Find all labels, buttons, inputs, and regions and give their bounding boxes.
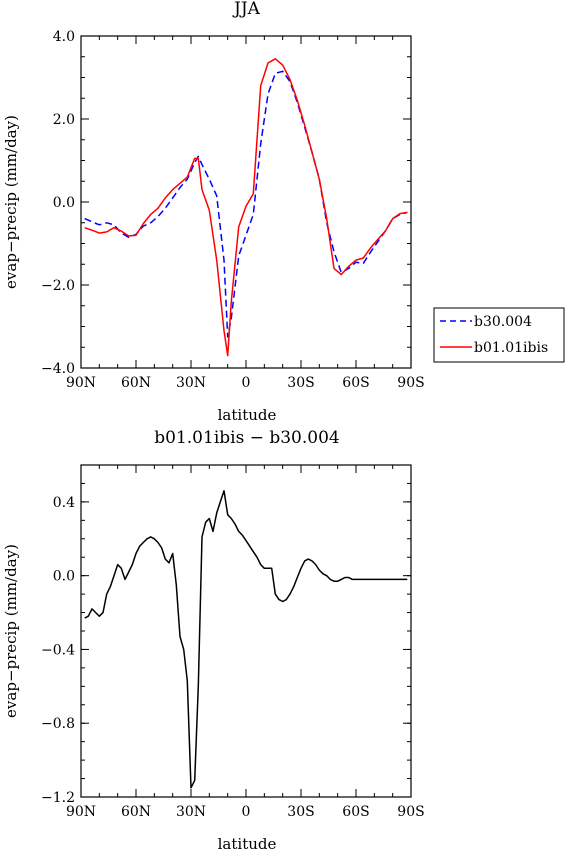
bottom-chart: b01.01ibis − b30.004 90N 60N 30N 0 30S 60S 90S… <box>2 428 425 851</box>
legend-label-ibis: b01.01ibis <box>474 340 548 356</box>
bottom-x-axis-label: latitude <box>218 835 277 851</box>
top-axis-ticks: 90N 60N 30N 0 30S 60S 90S 4.0 2.0 0.0 −2.0 −4.0 <box>41 29 425 391</box>
series-line-difference <box>84 490 408 789</box>
legend-label-b30: b30.004 <box>474 314 532 330</box>
x-tick-label: 0 <box>242 804 251 820</box>
x-tick-label: 30S <box>287 804 314 820</box>
x-tick-label: 60N <box>121 804 151 820</box>
bottom-y-axis-label: evap−precip (mm/day) <box>2 544 20 718</box>
x-tick-label: 90N <box>66 804 96 820</box>
bottom-axis-ticks: 90N 60N 30N 0 30S 60S 90S 0.4 0.0 −0.4 −0.8 −1.2 <box>41 464 425 820</box>
x-tick-label: 60S <box>342 375 369 391</box>
bottom-plot-frame <box>80 464 412 798</box>
top-y-axis-label: evap−precip (mm/day) <box>2 115 20 289</box>
legend-box <box>433 307 565 363</box>
y-tick-label: 2.0 <box>53 112 75 128</box>
legend: b30.004 b01.01ibis <box>433 307 565 363</box>
top-chart-title: JJA <box>232 0 261 19</box>
bottom-chart-title: b01.01ibis − b30.004 <box>154 428 339 448</box>
x-tick-label: 90S <box>397 804 424 820</box>
x-tick-label: 30S <box>287 375 314 391</box>
series-line-b30-004 <box>84 70 408 338</box>
y-tick-label: −0.4 <box>41 642 75 658</box>
x-tick-label: 0 <box>242 375 251 391</box>
bottom-series-group <box>84 490 408 789</box>
y-tick-label: 0.0 <box>53 569 75 585</box>
x-tick-label: 60S <box>342 804 369 820</box>
x-tick-label: 90S <box>397 375 424 391</box>
y-tick-label: 0.0 <box>53 195 75 211</box>
top-series-group <box>84 58 408 357</box>
x-tick-label: 30N <box>176 804 206 820</box>
y-tick-label: −4.0 <box>41 361 75 377</box>
series-line-b01-01ibis <box>84 58 408 357</box>
x-tick-label: 90N <box>66 375 96 391</box>
top-plot-frame <box>80 35 412 369</box>
y-tick-label: −0.8 <box>41 716 75 732</box>
y-tick-label: 0.4 <box>53 495 75 511</box>
y-tick-label: 4.0 <box>53 29 75 45</box>
y-tick-label: −1.2 <box>41 790 75 806</box>
x-tick-label: 30N <box>176 375 206 391</box>
x-tick-label: 60N <box>121 375 151 391</box>
y-tick-label: −2.0 <box>41 278 75 294</box>
top-x-axis-label: latitude <box>218 406 277 424</box>
top-chart: JJA 90N 60N 30N 0 30S 60S 90S 4.0 2.0 0.0 −2.0 −4.0… <box>2 0 425 424</box>
